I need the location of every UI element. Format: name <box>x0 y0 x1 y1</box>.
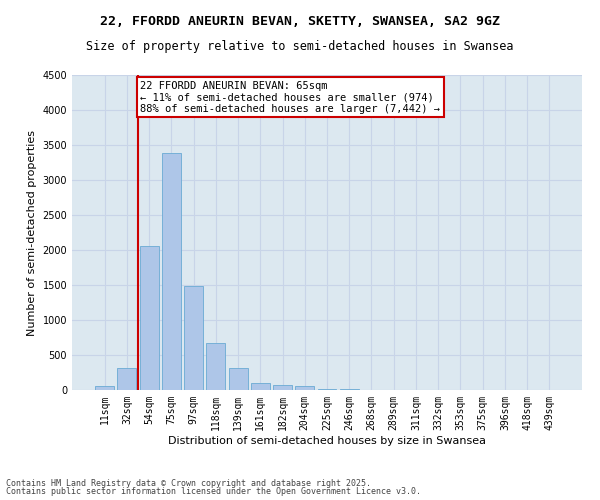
Bar <box>251 382 270 390</box>
Bar <box>162 154 181 390</box>
Text: 22 FFORDD ANEURIN BEVAN: 65sqm
← 11% of semi-detached houses are smaller (974)
8: 22 FFORDD ANEURIN BEVAN: 65sqm ← 11% of … <box>140 80 440 114</box>
Bar <box>317 388 337 390</box>
Text: 22, FFORDD ANEURIN BEVAN, SKETTY, SWANSEA, SA2 9GZ: 22, FFORDD ANEURIN BEVAN, SKETTY, SWANSE… <box>100 15 500 28</box>
Bar <box>140 246 158 390</box>
Bar <box>118 368 136 390</box>
Bar <box>184 286 203 390</box>
Bar <box>95 386 114 390</box>
Text: Contains public sector information licensed under the Open Government Licence v3: Contains public sector information licen… <box>6 487 421 496</box>
Bar <box>206 343 225 390</box>
Y-axis label: Number of semi-detached properties: Number of semi-detached properties <box>27 130 37 336</box>
Bar <box>273 386 292 390</box>
Bar <box>295 386 314 390</box>
Bar <box>229 368 248 390</box>
X-axis label: Distribution of semi-detached houses by size in Swansea: Distribution of semi-detached houses by … <box>168 436 486 446</box>
Text: Contains HM Land Registry data © Crown copyright and database right 2025.: Contains HM Land Registry data © Crown c… <box>6 478 371 488</box>
Text: Size of property relative to semi-detached houses in Swansea: Size of property relative to semi-detach… <box>86 40 514 53</box>
